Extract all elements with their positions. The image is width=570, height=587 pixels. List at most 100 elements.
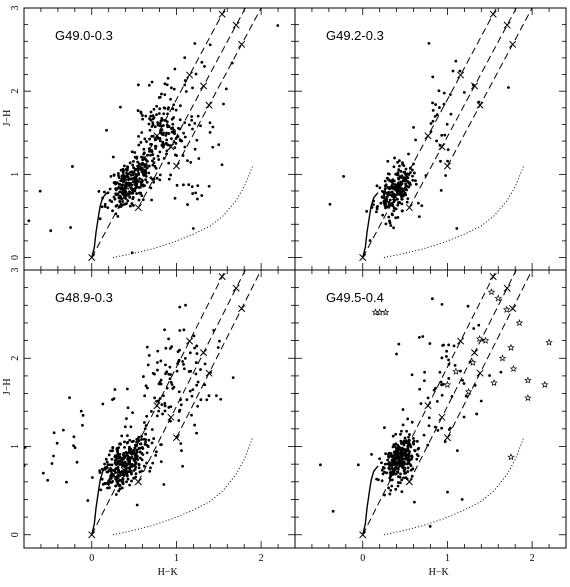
panel-plot-area [319, 270, 553, 539]
data-point [191, 227, 195, 230]
data-point [112, 195, 116, 199]
data-point [389, 488, 393, 492]
data-point [115, 480, 119, 484]
data-point [443, 133, 447, 137]
data-point [387, 486, 390, 490]
data-point [183, 356, 187, 360]
data-point [381, 213, 385, 217]
data-point [387, 454, 390, 458]
data-point [142, 147, 146, 151]
data-point [399, 187, 403, 191]
data-point [111, 155, 115, 159]
y-tick-label: 2 [10, 89, 21, 94]
data-point [106, 191, 110, 195]
data-point [158, 150, 162, 154]
data-point [117, 176, 121, 180]
data-point [100, 205, 104, 209]
data-point [148, 137, 151, 141]
data-point [159, 378, 163, 382]
data-point [116, 474, 120, 477]
data-point [406, 197, 410, 201]
data-point [180, 449, 183, 453]
data-point [165, 120, 169, 124]
data-point [399, 472, 402, 476]
data-point [222, 102, 225, 106]
data-point [395, 197, 399, 201]
data-point [428, 342, 432, 345]
data-point [102, 190, 106, 194]
data-point [475, 412, 479, 416]
data-point [396, 203, 400, 207]
data-point [400, 478, 404, 482]
data-point [429, 130, 433, 134]
data-point [106, 463, 110, 467]
data-point [154, 450, 158, 454]
data-point [382, 200, 386, 203]
data-point [120, 186, 124, 190]
data-point [126, 441, 130, 444]
data-point [401, 162, 404, 166]
data-point [391, 182, 395, 186]
data-point [390, 478, 394, 482]
data-point [434, 103, 437, 106]
data-point [140, 435, 143, 438]
data-point [132, 204, 135, 207]
data-point [380, 479, 384, 483]
data-point [115, 447, 119, 451]
data-point [150, 441, 154, 445]
reddening-vector [175, 8, 262, 167]
data-point [138, 185, 142, 189]
data-point [438, 370, 442, 374]
data-point [402, 193, 405, 196]
data-point [447, 362, 451, 366]
data-point [435, 399, 439, 403]
data-point [415, 453, 419, 456]
data-point [461, 378, 464, 382]
data-point [193, 423, 197, 427]
data-point [116, 450, 119, 454]
data-point [402, 462, 406, 466]
data-point [136, 109, 140, 112]
data-point [410, 474, 414, 478]
data-point [410, 373, 414, 377]
data-point [220, 163, 224, 167]
data-point [168, 365, 172, 369]
data-point [128, 161, 132, 165]
data-point [394, 466, 398, 470]
data-point [142, 421, 146, 424]
data-point [175, 183, 179, 187]
data-point [400, 449, 404, 453]
data-point [162, 157, 166, 160]
star-point [541, 380, 549, 388]
data-point [212, 329, 216, 332]
data-point [72, 444, 75, 448]
data-point [370, 453, 373, 456]
data-point [411, 437, 415, 440]
data-point [158, 173, 162, 177]
data-point [405, 462, 409, 466]
data-point [169, 86, 173, 90]
extinction-marker [509, 40, 517, 48]
data-point [400, 458, 404, 462]
data-point [134, 475, 138, 479]
data-point [105, 460, 109, 464]
data-point [103, 202, 107, 206]
extinction-marker [186, 71, 194, 79]
data-point [407, 181, 411, 185]
data-point [130, 170, 134, 174]
data-point [382, 192, 386, 196]
data-point [380, 195, 384, 199]
y-tick-label: 3 [10, 268, 21, 273]
data-point [399, 464, 403, 468]
data-point [158, 380, 162, 384]
data-point [427, 424, 431, 428]
data-point [195, 197, 199, 201]
data-point [402, 439, 406, 443]
extinction-marker [205, 369, 213, 377]
data-point [196, 404, 200, 408]
data-point [156, 361, 159, 364]
data-point [103, 205, 107, 208]
extinction-marker [134, 478, 142, 486]
data-point [132, 166, 135, 170]
panel-title: G48.9-0.3 [55, 290, 113, 305]
